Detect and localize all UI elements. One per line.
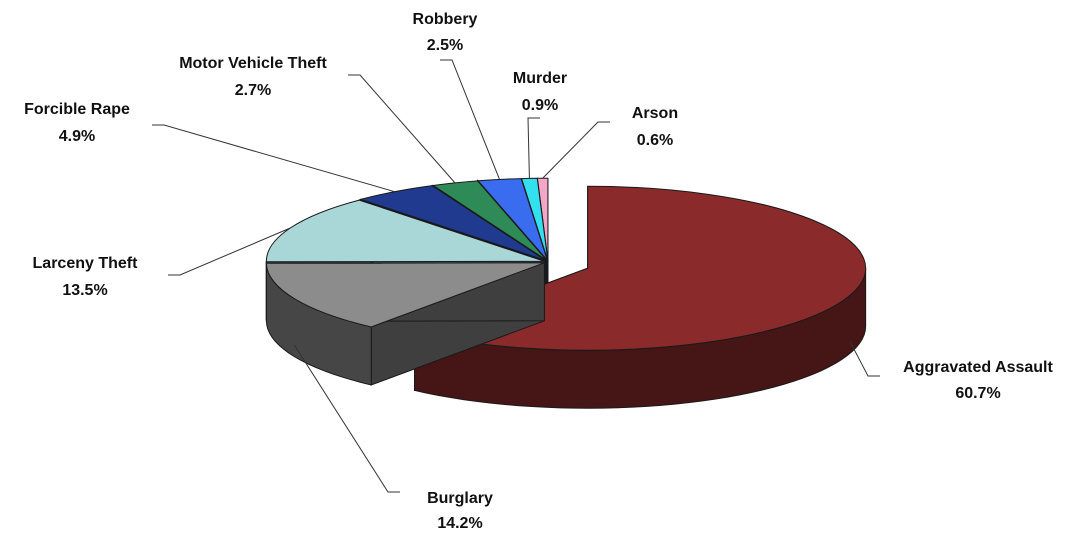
leader-motor-vehicle-theft [348,74,456,184]
label-murder-name: Murder [513,70,567,87]
slice-robbery-top [477,178,548,261]
slice-larceny-theft-top [265,199,545,263]
label-arson-value: 0.6% [637,132,673,149]
slice-labels: Aggravated Assault 60.7% Burglary 14.2% … [24,11,1053,532]
leader-larceny-theft [168,227,291,276]
label-arson-name: Arson [632,105,678,122]
slice-burglary [265,262,545,386]
label-aggravated-assault-value: 60.7% [955,385,1000,402]
slice-motor-vehicle-theft-top [431,180,548,261]
label-motor-vehicle-theft-value: 2.7% [235,82,271,99]
leader-robbery [440,59,500,180]
leader-forcible-rape [152,124,395,193]
label-forcible-rape-name: Forcible Rape [24,101,130,118]
leader-arson [542,121,610,179]
leader-aggravated-assault [849,341,880,377]
pie-slices [265,177,867,409]
label-larceny-theft-name: Larceny Theft [33,255,139,272]
label-robbery-value: 2.5% [427,37,463,54]
slice-forcible-rape-top [358,185,547,261]
leader-murder [527,117,540,179]
label-aggravated-assault-name: Aggravated Assault [903,359,1053,376]
label-murder-value: 0.9% [522,97,558,114]
label-forcible-rape-value: 4.9% [59,128,95,145]
label-burglary-value: 14.2% [437,515,482,532]
label-robbery-name: Robbery [413,11,478,28]
label-larceny-theft-value: 13.5% [62,282,107,299]
leader-burglary [293,344,400,493]
label-motor-vehicle-theft-name: Motor Vehicle Theft [179,55,327,72]
slice-burglary-top [265,262,545,328]
leader-lines [152,59,880,493]
label-burglary-name: Burglary [427,490,493,507]
